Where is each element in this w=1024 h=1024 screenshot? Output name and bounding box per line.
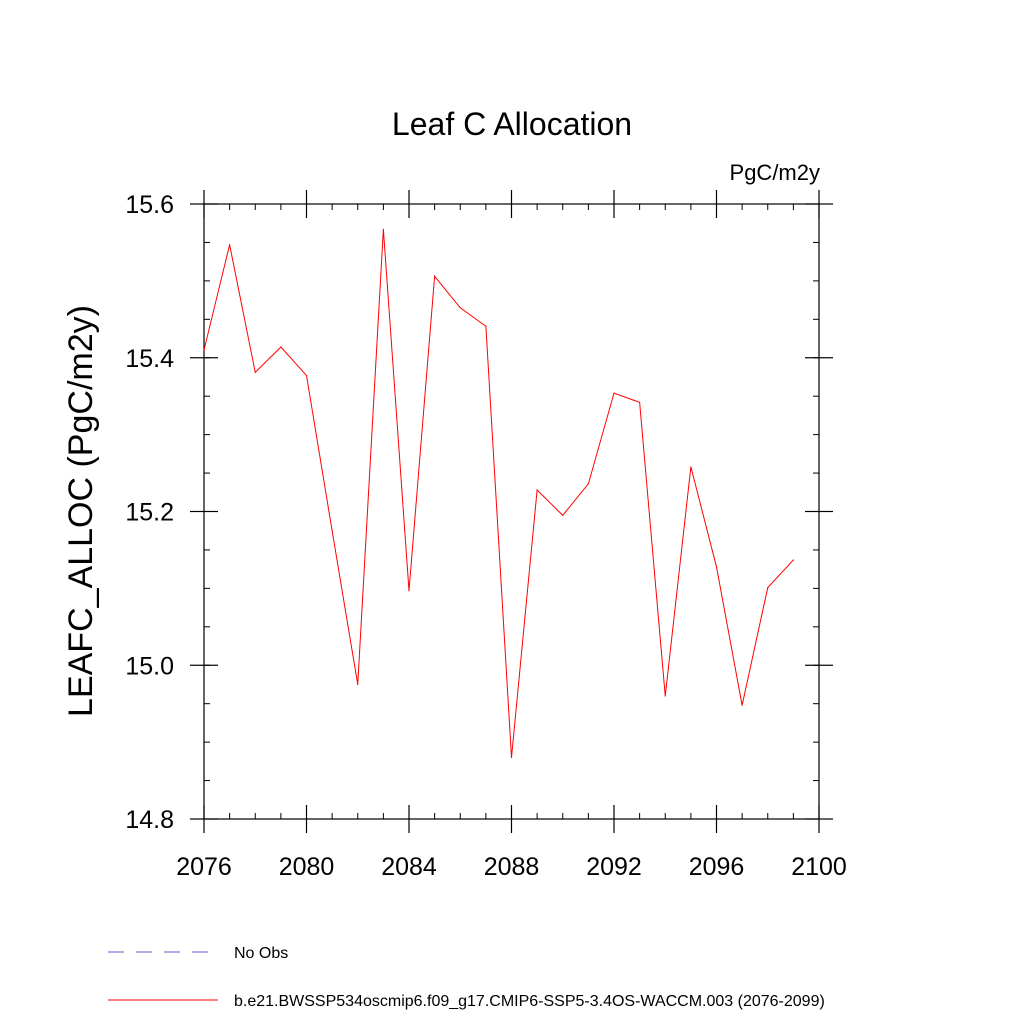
plot-frame xyxy=(203,203,820,820)
data-point xyxy=(613,392,615,394)
units-label: PgC/m2y xyxy=(730,160,820,185)
x-tick-label: 2092 xyxy=(586,853,642,881)
data-point xyxy=(305,374,308,377)
data-point xyxy=(639,401,641,403)
legend-label: b.e21.BWSSP534oscmip6.f09_g17.CMIP6-SSP5… xyxy=(234,993,825,1010)
data-point xyxy=(562,514,564,516)
data-point xyxy=(280,346,282,348)
data-point xyxy=(408,590,410,592)
x-tick-label: 2084 xyxy=(381,853,437,881)
data-point xyxy=(767,587,769,589)
legend-label: No Obs xyxy=(234,945,288,962)
data-point xyxy=(715,566,718,568)
series-line xyxy=(203,229,794,758)
data-point xyxy=(203,349,205,351)
data-point xyxy=(254,371,256,373)
data-point xyxy=(690,466,692,468)
y-axis-label: LEAFC_ALLOC (PgC/m2y) xyxy=(62,305,100,717)
data-point xyxy=(792,559,794,561)
data-point xyxy=(485,325,487,327)
x-tick-label: 2088 xyxy=(484,853,540,881)
data-point xyxy=(587,483,589,485)
data-point xyxy=(331,530,333,532)
data-point xyxy=(664,695,666,697)
data-point xyxy=(741,704,743,706)
data-point xyxy=(434,275,436,277)
series-layer xyxy=(203,228,794,759)
legend: No Obs b.e21.BWSSP534oscmip6.f09_g17.CMIP… xyxy=(108,945,825,1010)
data-point xyxy=(459,307,461,309)
x-tick-label: 2100 xyxy=(791,853,847,881)
x-tick-label: 2096 xyxy=(689,853,745,881)
y-tick-label: 15.0 xyxy=(125,652,174,680)
y-tick-label: 14.8 xyxy=(125,806,174,834)
data-point xyxy=(510,756,513,759)
x-tick-label: 2080 xyxy=(279,853,335,881)
data-point xyxy=(357,683,359,686)
y-tick-label: 15.6 xyxy=(125,191,174,219)
data-point xyxy=(229,244,231,246)
x-tick-label: 2076 xyxy=(176,853,232,881)
chart-title: Leaf C Allocation xyxy=(392,106,632,142)
y-tick-label: 15.2 xyxy=(125,499,174,527)
y-tick-label: 15.4 xyxy=(125,345,174,373)
data-point xyxy=(382,228,384,230)
x-axis: 2076 2080 2084 2088 2092 2096 2100 xyxy=(176,190,847,881)
data-point xyxy=(536,489,538,491)
y-axis: 14.8 15.0 15.2 15.4 15.6 xyxy=(125,191,833,834)
